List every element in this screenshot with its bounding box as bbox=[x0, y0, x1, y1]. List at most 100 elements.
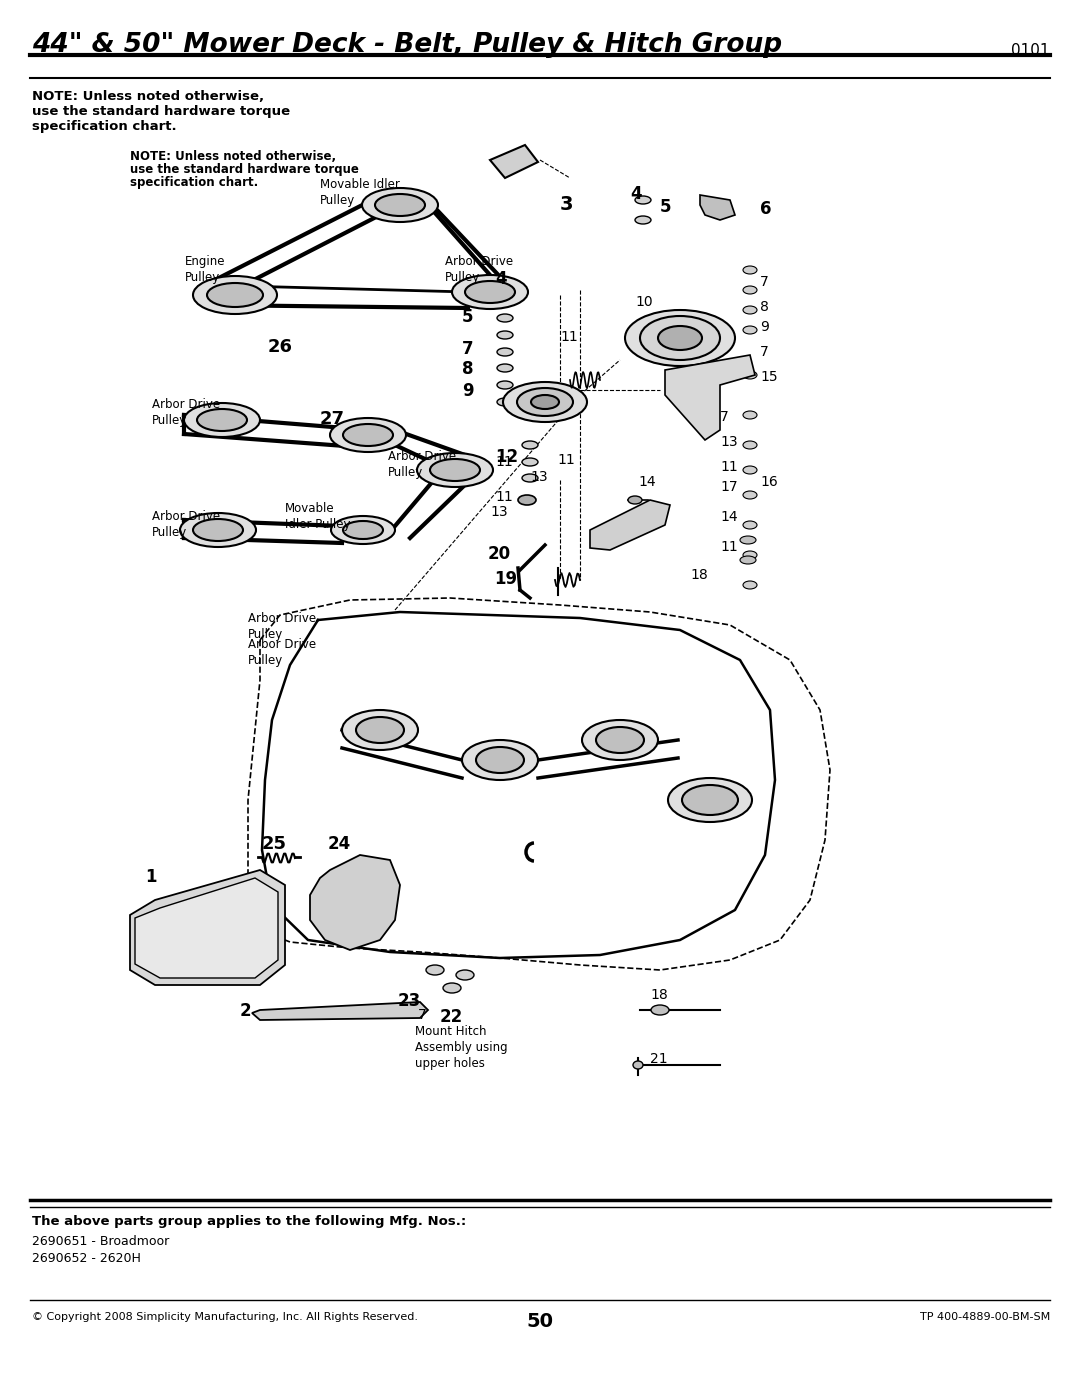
Ellipse shape bbox=[743, 411, 757, 419]
Polygon shape bbox=[700, 196, 735, 219]
Ellipse shape bbox=[193, 520, 243, 541]
Text: 0101: 0101 bbox=[1012, 43, 1050, 59]
Text: 26: 26 bbox=[268, 338, 293, 356]
Ellipse shape bbox=[356, 717, 404, 743]
Text: Mount Hitch
Assembly using
upper holes: Mount Hitch Assembly using upper holes bbox=[415, 1025, 508, 1070]
Text: 22: 22 bbox=[440, 1009, 463, 1025]
Ellipse shape bbox=[651, 1004, 669, 1016]
Text: 7: 7 bbox=[720, 409, 729, 425]
Ellipse shape bbox=[497, 314, 513, 321]
Text: The above parts group applies to the following Mfg. Nos.:: The above parts group applies to the fol… bbox=[32, 1215, 467, 1228]
Text: Arbor Drive
Pulley: Arbor Drive Pulley bbox=[248, 638, 316, 666]
Text: 9: 9 bbox=[462, 381, 474, 400]
Text: TP 400-4889-00-BM-SM: TP 400-4889-00-BM-SM bbox=[920, 1312, 1050, 1322]
Text: 50: 50 bbox=[527, 1312, 554, 1331]
Text: Movable Idler
Pulley: Movable Idler Pulley bbox=[320, 177, 400, 207]
Polygon shape bbox=[130, 870, 285, 985]
Ellipse shape bbox=[743, 326, 757, 334]
Text: 13: 13 bbox=[530, 469, 548, 483]
Polygon shape bbox=[590, 500, 670, 550]
Text: 11: 11 bbox=[720, 460, 738, 474]
Text: 21: 21 bbox=[650, 1052, 667, 1066]
Text: 8: 8 bbox=[760, 300, 769, 314]
Text: 14: 14 bbox=[720, 510, 738, 524]
Text: 12: 12 bbox=[495, 448, 518, 467]
Text: 11: 11 bbox=[495, 455, 513, 469]
Ellipse shape bbox=[743, 306, 757, 314]
Ellipse shape bbox=[522, 458, 538, 467]
Ellipse shape bbox=[740, 536, 756, 543]
Text: 23: 23 bbox=[399, 992, 421, 1010]
Text: 14: 14 bbox=[638, 475, 656, 489]
Text: 10: 10 bbox=[635, 295, 652, 309]
Ellipse shape bbox=[503, 381, 588, 422]
Ellipse shape bbox=[640, 316, 720, 360]
Ellipse shape bbox=[497, 331, 513, 339]
Text: 9: 9 bbox=[760, 320, 769, 334]
Ellipse shape bbox=[743, 441, 757, 448]
Text: 7: 7 bbox=[760, 275, 769, 289]
Text: 18: 18 bbox=[650, 988, 667, 1002]
Text: 16: 16 bbox=[760, 475, 778, 489]
Ellipse shape bbox=[197, 409, 247, 432]
Ellipse shape bbox=[633, 1060, 643, 1069]
Text: 2690652 - 2620H: 2690652 - 2620H bbox=[32, 1252, 140, 1266]
Ellipse shape bbox=[743, 521, 757, 529]
Text: specification chart.: specification chart. bbox=[130, 176, 258, 189]
Ellipse shape bbox=[342, 710, 418, 750]
Text: 27: 27 bbox=[320, 409, 345, 427]
Text: 11: 11 bbox=[561, 330, 578, 344]
Ellipse shape bbox=[343, 425, 393, 446]
Text: 13: 13 bbox=[490, 504, 508, 520]
Ellipse shape bbox=[453, 275, 528, 309]
Text: 3: 3 bbox=[561, 196, 573, 214]
Text: 5: 5 bbox=[462, 307, 473, 326]
Ellipse shape bbox=[476, 747, 524, 773]
Polygon shape bbox=[310, 855, 400, 950]
Ellipse shape bbox=[362, 189, 438, 222]
Ellipse shape bbox=[635, 217, 651, 224]
Text: 1: 1 bbox=[145, 868, 157, 886]
Text: 11: 11 bbox=[720, 541, 738, 555]
Text: 7: 7 bbox=[462, 339, 474, 358]
Text: Arbor Drive
Pulley: Arbor Drive Pulley bbox=[152, 510, 220, 539]
Polygon shape bbox=[490, 145, 538, 177]
Ellipse shape bbox=[582, 719, 658, 760]
Text: 11: 11 bbox=[495, 490, 513, 504]
Ellipse shape bbox=[343, 521, 383, 539]
Text: 15: 15 bbox=[760, 370, 778, 384]
Text: 6: 6 bbox=[760, 200, 771, 218]
Ellipse shape bbox=[531, 395, 559, 409]
Polygon shape bbox=[135, 877, 278, 978]
Text: 4: 4 bbox=[630, 184, 642, 203]
Ellipse shape bbox=[330, 515, 395, 543]
Text: 17: 17 bbox=[720, 481, 738, 495]
Text: 7: 7 bbox=[760, 345, 769, 359]
Text: 24: 24 bbox=[328, 835, 351, 854]
Ellipse shape bbox=[522, 441, 538, 448]
Ellipse shape bbox=[497, 348, 513, 356]
Ellipse shape bbox=[465, 281, 515, 303]
Text: use the standard hardware torque: use the standard hardware torque bbox=[32, 105, 291, 117]
Polygon shape bbox=[252, 1002, 428, 1020]
Ellipse shape bbox=[375, 194, 426, 217]
Text: NOTE: Unless noted otherwise,: NOTE: Unless noted otherwise, bbox=[130, 149, 336, 163]
Text: 7: 7 bbox=[418, 1009, 427, 1023]
Ellipse shape bbox=[193, 277, 276, 314]
Text: 25: 25 bbox=[262, 835, 287, 854]
Text: 4: 4 bbox=[495, 270, 507, 288]
Polygon shape bbox=[665, 355, 755, 440]
Text: 8: 8 bbox=[462, 360, 473, 379]
Ellipse shape bbox=[743, 372, 757, 379]
Ellipse shape bbox=[743, 490, 757, 499]
Ellipse shape bbox=[625, 310, 735, 366]
Ellipse shape bbox=[456, 970, 474, 981]
Ellipse shape bbox=[740, 556, 756, 564]
Ellipse shape bbox=[522, 474, 538, 482]
Ellipse shape bbox=[518, 495, 536, 504]
Text: 18: 18 bbox=[690, 569, 707, 583]
Ellipse shape bbox=[635, 196, 651, 204]
Ellipse shape bbox=[658, 326, 702, 351]
Ellipse shape bbox=[497, 398, 513, 407]
Ellipse shape bbox=[430, 460, 480, 481]
